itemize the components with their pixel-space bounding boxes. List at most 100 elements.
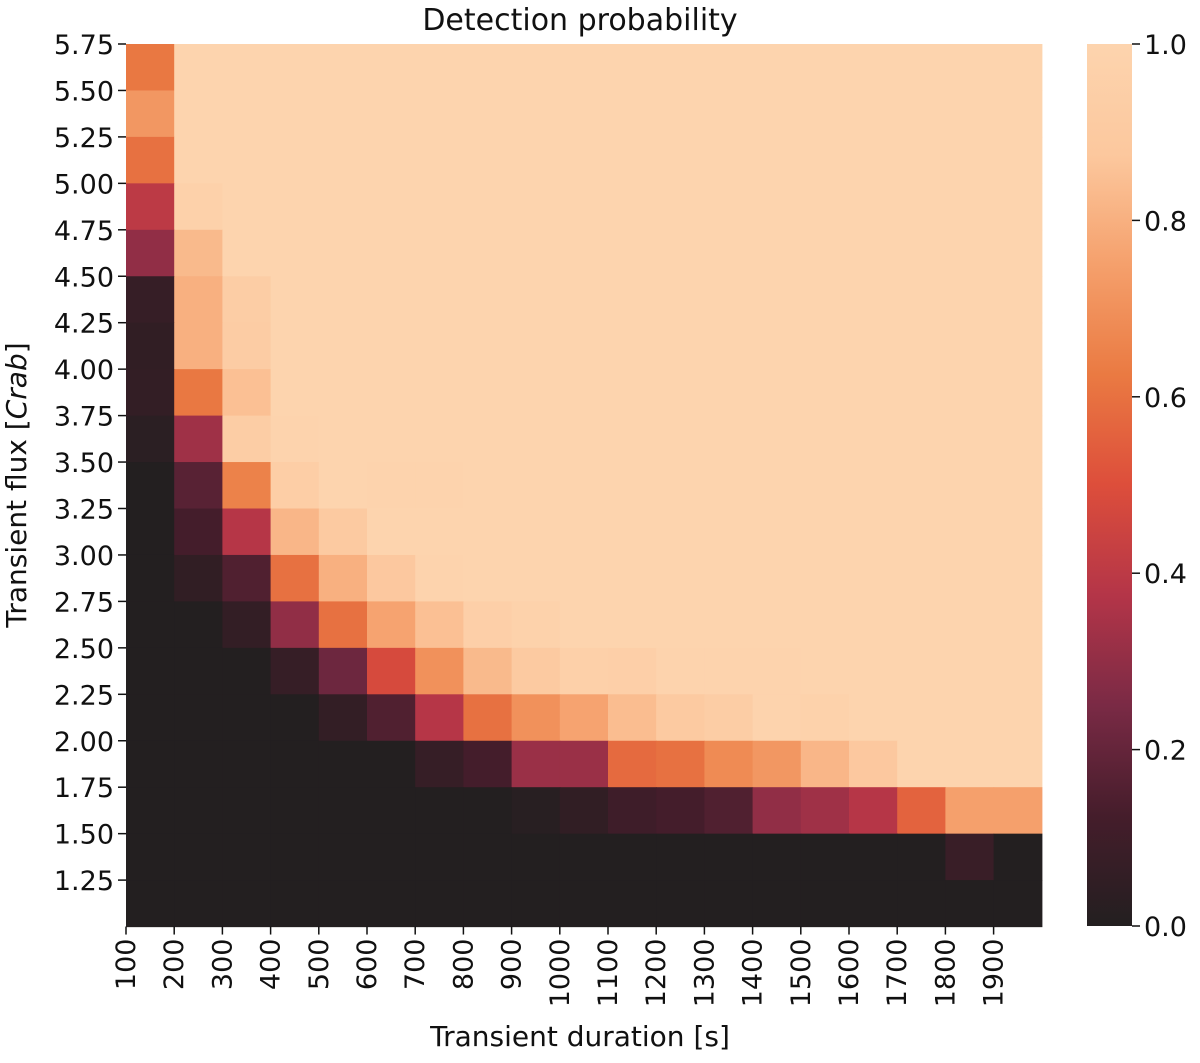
- heatmap-cell: [945, 369, 995, 417]
- heatmap-cell: [849, 44, 898, 92]
- heatmap-cell: [849, 601, 898, 649]
- heatmap-cell: [752, 694, 802, 742]
- x-tick-label: 600: [352, 939, 383, 991]
- heatmap-cell: [849, 369, 898, 417]
- heatmap-cell: [608, 787, 657, 835]
- x-tick-label: 1900: [979, 939, 1010, 1008]
- heatmap-cell: [608, 554, 657, 602]
- heatmap-cell: [945, 508, 995, 556]
- heatmap-cell: [849, 647, 898, 695]
- colorbar-tick-label: 0.2: [1144, 736, 1187, 767]
- heatmap-cell: [993, 508, 1043, 556]
- heatmap-cell: [945, 787, 995, 835]
- heatmap-cell: [126, 880, 175, 928]
- heatmap-cell: [752, 601, 802, 649]
- heatmap-cell: [704, 322, 754, 370]
- heatmap-cell: [463, 229, 513, 277]
- heatmap-cell: [945, 229, 995, 277]
- heatmap-cell: [318, 229, 368, 277]
- heatmap-cell: [559, 415, 609, 463]
- heatmap-cell: [993, 44, 1043, 92]
- heatmap-cell: [752, 880, 802, 928]
- heatmap-cell: [800, 740, 850, 788]
- heatmap-cell: [993, 229, 1043, 277]
- heatmap-cell: [126, 415, 175, 463]
- heatmap-cell: [463, 369, 513, 417]
- y-tick-label: 5.75: [54, 30, 114, 61]
- heatmap-cell: [270, 833, 320, 881]
- heatmap-cell: [752, 136, 802, 184]
- heatmap-cell: [704, 462, 754, 510]
- heatmap-cell: [897, 880, 946, 928]
- y-axis: 5.75 5.50 5.25 5.00 4.75 4.50 4.25 4.00 3.75 3.50…: [54, 30, 126, 897]
- heatmap-cell: [656, 322, 705, 370]
- heatmap-cell: [656, 276, 705, 324]
- heatmap-cell: [897, 554, 946, 602]
- heatmap-cell: [222, 369, 272, 417]
- heatmap-cell: [511, 740, 561, 788]
- heatmap-cell: [318, 880, 368, 928]
- heatmap-cell: [463, 415, 513, 463]
- x-tick-label: 900: [497, 939, 528, 991]
- heatmap-cell: [463, 880, 513, 928]
- heatmap-cell: [608, 462, 657, 510]
- heatmap-cell: [126, 740, 175, 788]
- heatmap-cell: [704, 136, 754, 184]
- heatmap-cell: [222, 554, 272, 602]
- heatmap-cell: [463, 833, 513, 881]
- heatmap-cell: [126, 833, 175, 881]
- heatmap-cell: [126, 90, 175, 138]
- heatmap-cell: [318, 276, 368, 324]
- heatmap-cell: [559, 647, 609, 695]
- heatmap-cell: [270, 787, 320, 835]
- heatmap-cell: [367, 880, 416, 928]
- heatmap-cell: [222, 880, 272, 928]
- heatmap-cell: [463, 554, 513, 602]
- heatmap-cell: [559, 508, 609, 556]
- heatmap-cell: [559, 694, 609, 742]
- heatmap-cell: [608, 508, 657, 556]
- heatmap-cell: [318, 415, 368, 463]
- heatmap-cell: [511, 880, 561, 928]
- heatmap-cell: [559, 462, 609, 510]
- heatmap-cell: [849, 183, 898, 231]
- heatmap-cell: [511, 787, 561, 835]
- heatmap-cell: [945, 462, 995, 510]
- heatmap-cell: [993, 833, 1043, 881]
- heatmap-cell: [752, 833, 802, 881]
- heatmap-cells: [126, 44, 1043, 928]
- heatmap-cell: [897, 276, 946, 324]
- x-tick-label: 500: [304, 939, 335, 991]
- heatmap-cell: [511, 415, 561, 463]
- heatmap-cell: [656, 44, 705, 92]
- heatmap-cell: [849, 322, 898, 370]
- heatmap-cell: [945, 90, 995, 138]
- heatmap-cell: [415, 90, 464, 138]
- heatmap-cell: [800, 44, 850, 92]
- heatmap-cell: [656, 694, 705, 742]
- y-tick-label: 1.50: [54, 820, 114, 851]
- heatmap-cell: [608, 369, 657, 417]
- heatmap-cell: [559, 833, 609, 881]
- heatmap-cell: [800, 787, 850, 835]
- heatmap-cell: [126, 647, 175, 695]
- heatmap-cell: [752, 229, 802, 277]
- heatmap-cell: [993, 787, 1043, 835]
- colorbar-tick-label: 1.0: [1144, 30, 1187, 61]
- heatmap-cell: [993, 647, 1043, 695]
- heatmap-cell: [608, 647, 657, 695]
- heatmap-cell: [463, 601, 513, 649]
- x-tick-label: 200: [159, 939, 190, 991]
- heatmap-cell: [945, 183, 995, 231]
- heatmap-cell: [945, 880, 995, 928]
- chart-title: Detection probability: [422, 3, 737, 38]
- heatmap-cell: [174, 787, 223, 835]
- x-tick-label: 1400: [738, 939, 769, 1008]
- heatmap-cell: [608, 694, 657, 742]
- heatmap-cell: [126, 554, 175, 602]
- heatmap-cell: [704, 740, 754, 788]
- heatmap-cell: [608, 601, 657, 649]
- heatmap-cell: [559, 276, 609, 324]
- x-tick-label: 1600: [834, 939, 865, 1008]
